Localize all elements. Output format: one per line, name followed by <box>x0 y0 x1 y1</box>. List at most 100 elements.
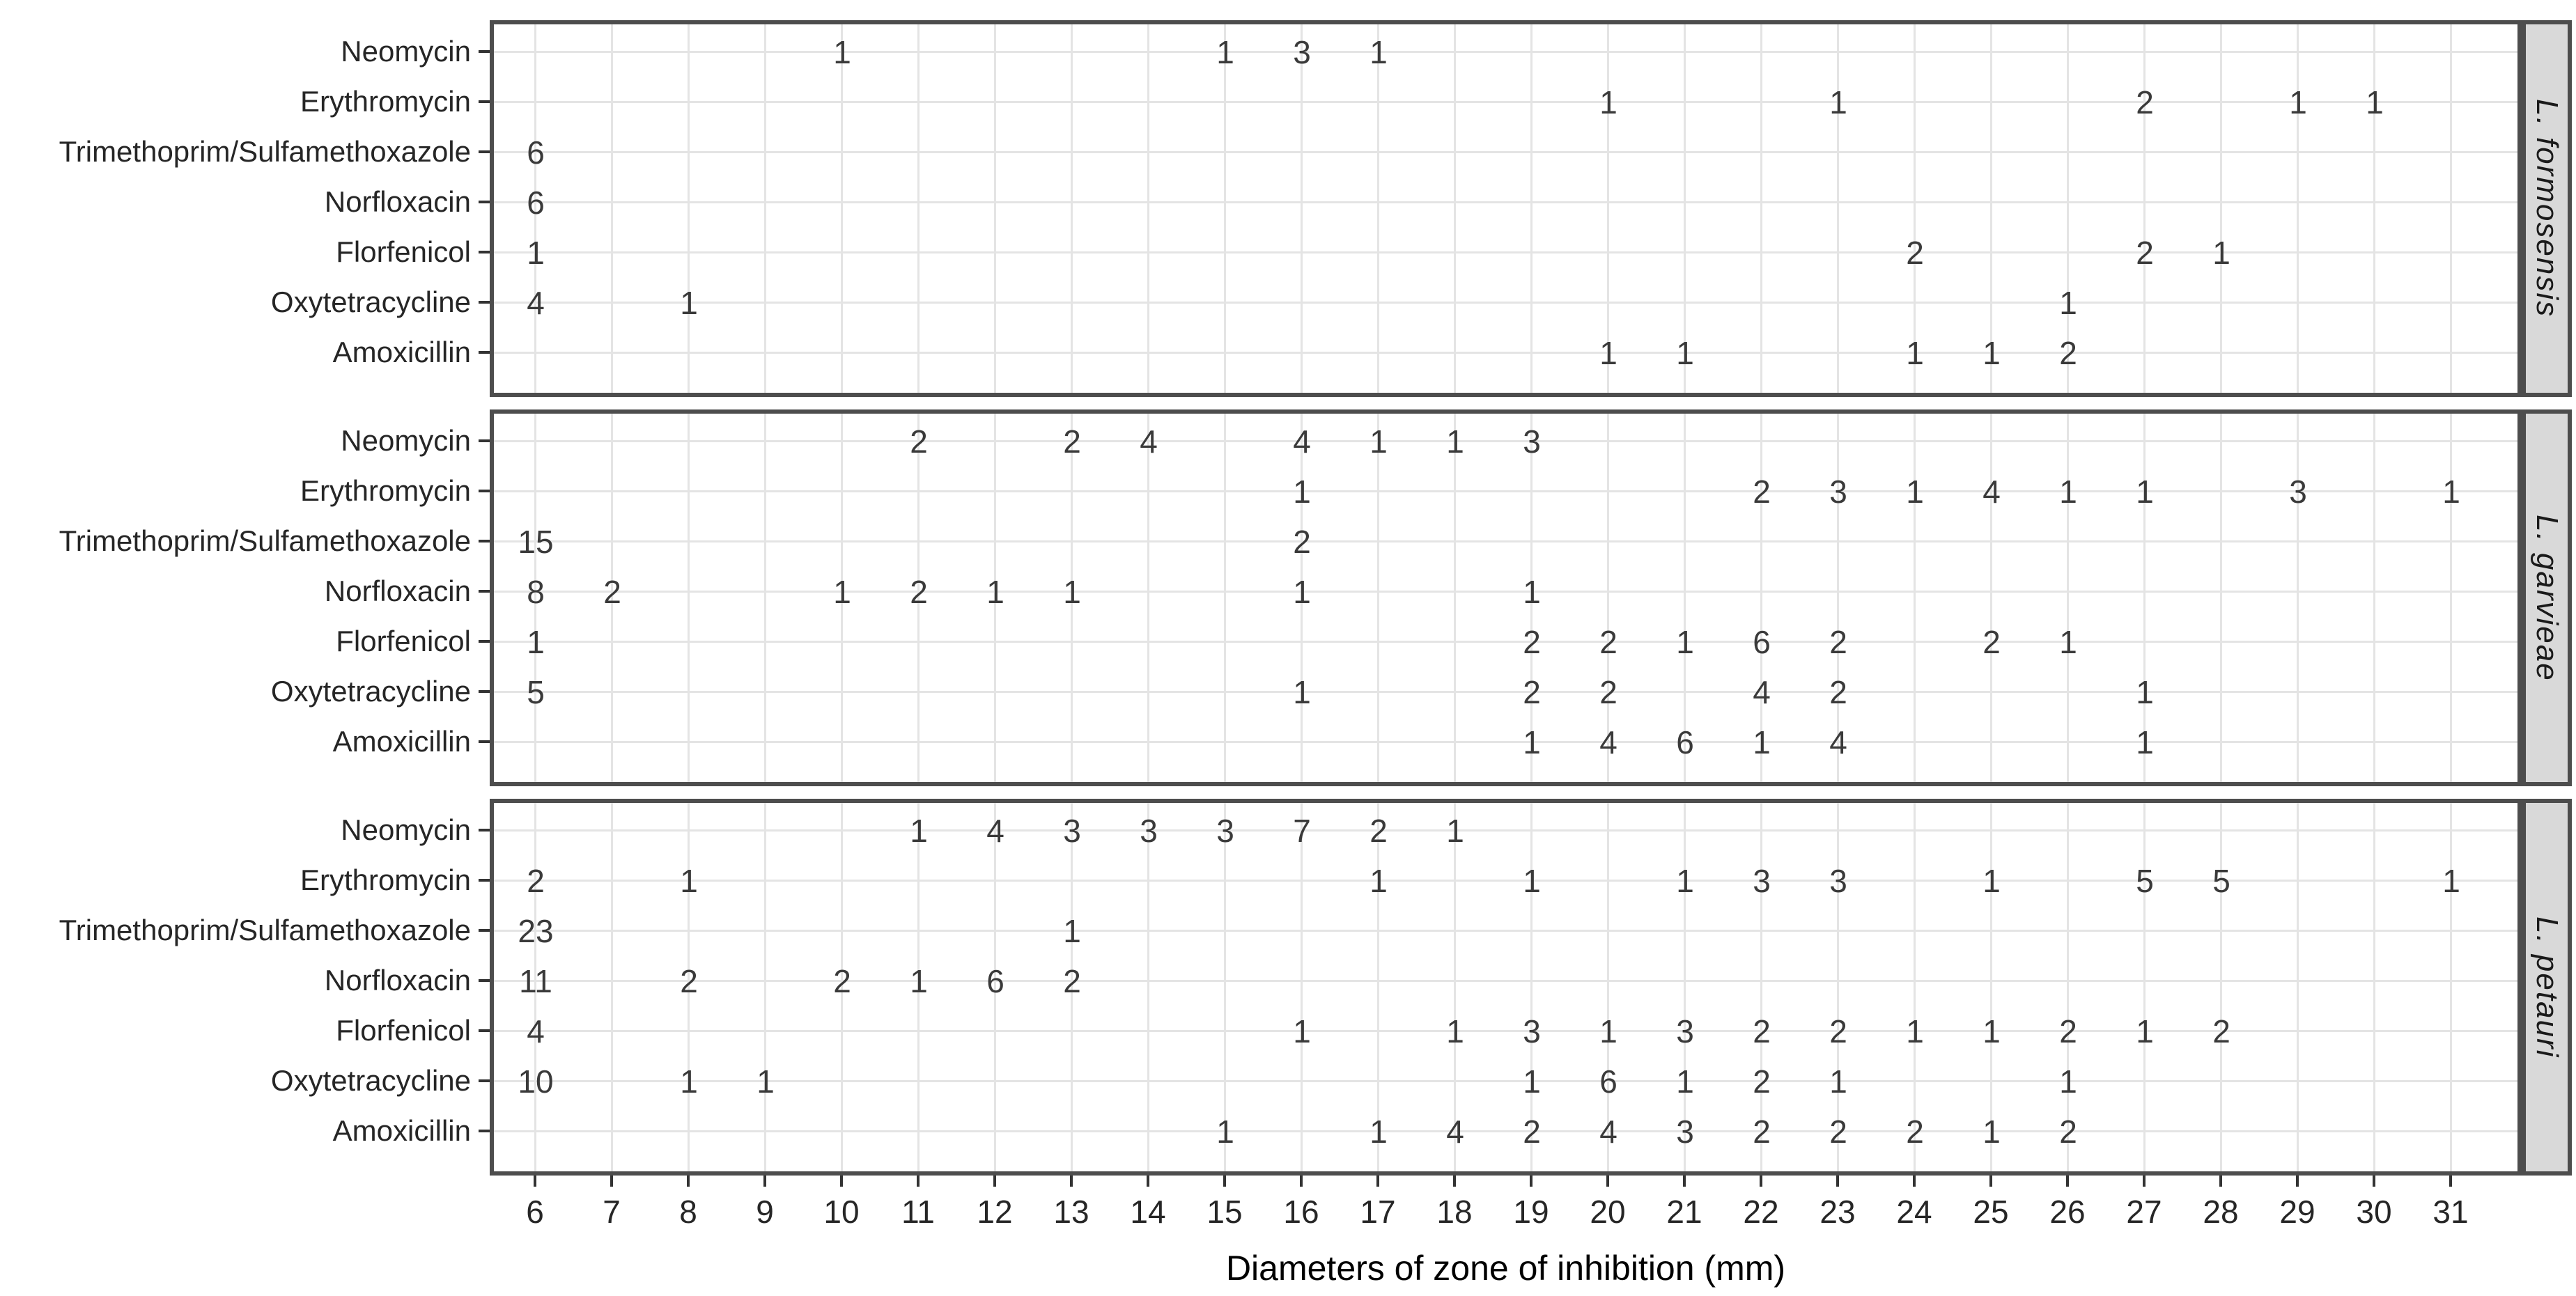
count-label: 1 <box>1599 335 1617 371</box>
count-label: 2 <box>1983 624 2001 660</box>
y-axis-label-florfenicol: Florfenicol <box>336 235 471 268</box>
count-label: 3 <box>1523 423 1541 460</box>
y-axis-label-neomycin: Neomycin <box>341 813 471 846</box>
gridline-horizontal <box>494 1130 2517 1132</box>
gridline-vertical <box>1990 24 1992 393</box>
count-label: 1 <box>1983 863 2001 899</box>
y-tick-mark <box>479 100 490 103</box>
gridline-horizontal <box>494 490 2517 492</box>
count-label: 1 <box>1676 863 1694 899</box>
y-tick-mark <box>479 829 490 832</box>
gridline-horizontal <box>494 51 2517 53</box>
count-label: 1 <box>2059 285 2077 321</box>
y-axis-label-amoxicillin: Amoxicillin <box>332 725 471 758</box>
gridline-vertical <box>1837 24 1839 393</box>
count-label: 4 <box>1140 423 1158 460</box>
count-label: 3 <box>1753 863 1771 899</box>
count-label: 1 <box>1906 474 1924 510</box>
gridline-horizontal <box>494 1030 2517 1032</box>
count-label: 1 <box>1753 724 1771 760</box>
x-tick-label: 21 <box>1666 1194 1702 1230</box>
gridline-vertical <box>994 803 996 1171</box>
count-label: 1 <box>1293 1013 1311 1049</box>
gridline-vertical <box>2373 24 2375 393</box>
count-label: 1 <box>1370 34 1388 70</box>
count-label: 1 <box>1216 34 1234 70</box>
x-tick-mark <box>1147 1176 1149 1187</box>
gridline-vertical <box>611 24 613 393</box>
gridline-vertical <box>2067 803 2069 1171</box>
y-axis-label-trimethoprim-sulfamethoxazole: Trimethoprim/Sulfamethoxazole <box>59 914 471 946</box>
y-tick-mark <box>479 201 490 203</box>
count-label: 1 <box>1293 674 1311 710</box>
gridline-vertical <box>1147 803 1149 1171</box>
x-tick-label: 8 <box>679 1194 697 1230</box>
count-label: 23 <box>518 913 554 949</box>
x-tick-label: 22 <box>1743 1194 1779 1230</box>
count-label: 2 <box>1063 963 1081 999</box>
count-label: 4 <box>1446 1114 1464 1150</box>
count-label: 1 <box>2136 1013 2154 1049</box>
count-label: 1 <box>2212 235 2230 271</box>
x-tick-label: 6 <box>526 1194 544 1230</box>
x-tick-mark <box>763 1176 766 1187</box>
gridline-vertical <box>2373 414 2375 782</box>
gridline-vertical <box>1914 414 1916 782</box>
y-tick-mark <box>479 351 490 354</box>
count-label: 2 <box>1599 624 1617 660</box>
gridline-horizontal <box>494 540 2517 542</box>
count-label: 1 <box>1983 1114 2001 1150</box>
x-tick-label: 18 <box>1436 1194 1473 1230</box>
count-label: 3 <box>1829 863 1847 899</box>
count-label: 6 <box>1753 624 1771 660</box>
gridline-vertical <box>1071 803 1073 1171</box>
gridline-vertical <box>1684 803 1686 1171</box>
count-label: 4 <box>1599 1114 1617 1150</box>
x-tick-mark <box>1530 1176 1533 1187</box>
y-tick-mark <box>479 301 490 304</box>
gridline-vertical <box>2297 24 2299 393</box>
count-label: 3 <box>1676 1013 1694 1049</box>
x-tick-mark <box>917 1176 920 1187</box>
y-tick-mark <box>479 1029 490 1032</box>
count-label: 1 <box>1523 1063 1541 1100</box>
count-label: 3 <box>2289 474 2307 510</box>
x-tick-label: 19 <box>1513 1194 1549 1230</box>
gridline-vertical <box>1301 414 1303 782</box>
gridline-vertical <box>1224 24 1226 393</box>
count-label: 1 <box>1983 335 2001 371</box>
gridline-vertical <box>1760 414 1762 782</box>
count-label: 1 <box>2366 84 2384 120</box>
facet-strip: L. garvieae <box>2522 409 2572 786</box>
gridline-vertical <box>1914 24 1916 393</box>
x-tick-mark <box>2449 1176 2452 1187</box>
y-axis-label-norfloxacin: Norfloxacin <box>324 964 471 997</box>
y-tick-mark <box>479 540 490 542</box>
count-label: 2 <box>2212 1013 2230 1049</box>
count-label: 4 <box>1829 724 1847 760</box>
x-tick-label: 17 <box>1360 1194 1396 1230</box>
facet-panel-l-garvieae: 2 2 4 4 1 1 3 1 2 3 1 4 1 1 3 1 15 2 8 2 1 2 1 1 1 1 1 2 2 1 6 2 2 1 5 1 2 2 4… <box>490 409 2522 786</box>
count-label: 1 <box>2136 474 2154 510</box>
gridline-vertical <box>841 24 843 393</box>
facet-panel-l-petauri: 1 4 3 3 3 7 2 1 2 1 1 1 1 3 3 1 5 5 1 23 1 11 2 2 1 6 2 4 1 1 3 1 3 2 2 1 1 2… <box>490 799 2522 1176</box>
gridline-vertical <box>994 414 996 782</box>
count-label: 1 <box>2136 724 2154 760</box>
gridline-horizontal <box>494 741 2517 743</box>
y-tick-mark <box>479 929 490 932</box>
x-tick-label: 10 <box>823 1194 860 1230</box>
count-label: 4 <box>1753 674 1771 710</box>
count-label: 1 <box>1599 84 1617 120</box>
count-label: 4 <box>1983 474 2001 510</box>
count-label: 1 <box>527 235 545 271</box>
x-tick-mark <box>840 1176 843 1187</box>
y-axis-label-trimethoprim-sulfamethoxazole: Trimethoprim/Sulfamethoxazole <box>59 524 471 557</box>
gridline-vertical <box>1377 414 1379 782</box>
x-tick-mark <box>1300 1176 1303 1187</box>
count-label: 1 <box>1063 574 1081 610</box>
count-label: 1 <box>1293 574 1311 610</box>
count-label: 1 <box>1370 1114 1388 1150</box>
count-label: 15 <box>518 524 554 560</box>
gridline-horizontal <box>494 440 2517 442</box>
gridline-vertical <box>2450 803 2452 1171</box>
